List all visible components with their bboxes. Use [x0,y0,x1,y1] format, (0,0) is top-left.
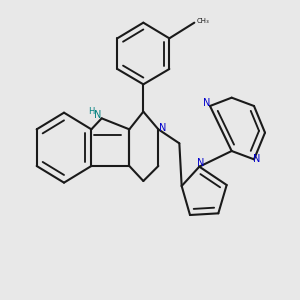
Text: N: N [94,110,102,120]
Text: N: N [253,154,261,164]
Text: N: N [159,123,166,133]
Text: N: N [197,158,205,168]
Text: H: H [88,107,94,116]
Text: N: N [203,98,211,108]
Text: CH₃: CH₃ [197,18,209,24]
